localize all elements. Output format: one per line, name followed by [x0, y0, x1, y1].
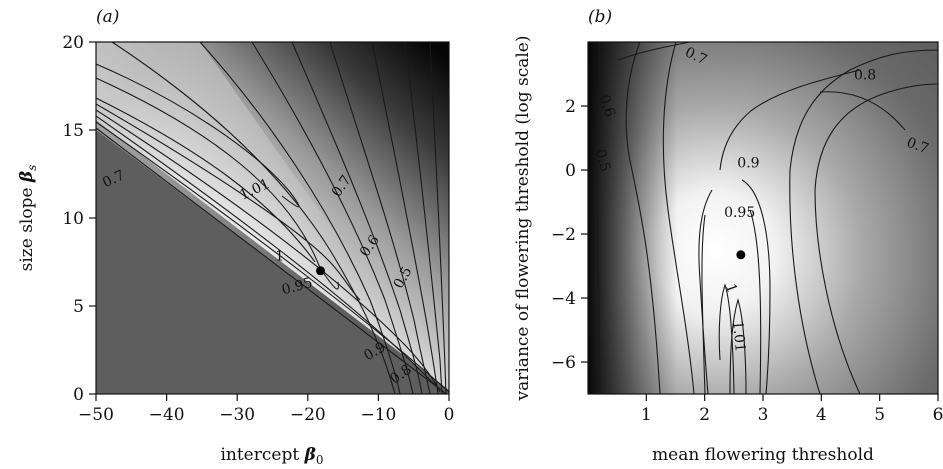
panel-b-y-axis-label: variance of flowering threshold (log sca… [513, 36, 533, 402]
panel-b-optimum-point [736, 250, 746, 260]
panel-a-y-tick-label: 0 [73, 385, 84, 405]
panel-a-contour-line [96, 115, 448, 394]
panel-a-ticks: −50 −40 −30 −20 −10 0 0 5 10 15 20 [62, 33, 454, 425]
panel-b-x-tick-label: 3 [758, 405, 769, 425]
panel-a-contour-label: 1 [275, 249, 284, 265]
panel-b-contour-line [662, 42, 695, 394]
panel-a-optimum-point [316, 266, 326, 276]
panel-a-x-tick-label: −40 [149, 405, 185, 425]
panel-b-x-tick-label: 6 [933, 405, 943, 425]
panel-a-contour-line [251, 42, 414, 394]
panel-a-y-tick-label: 20 [62, 33, 84, 53]
panel-a-x-tick-label: −10 [360, 405, 396, 425]
panel-a-label: (a) [96, 7, 119, 27]
panel-a-x-axis-label: intercept β0 [220, 445, 323, 467]
panel-b-contour-label: 0.7 [904, 135, 930, 158]
panel-b-y-tick-label: −2 [551, 225, 576, 245]
panel-b-contour-line [749, 209, 762, 394]
panel-b-contour-label: 1.01 [729, 320, 748, 352]
panel-a-contour-line [96, 127, 448, 394]
panel-a-contour-line [199, 42, 401, 394]
panel-b-label: (b) [588, 7, 612, 27]
panel-b-x-tick-label: 5 [874, 405, 885, 425]
panel-a-y-axis-label: size slope βs [17, 165, 39, 272]
panel-b-contour-line [718, 283, 735, 394]
panel-b-ticks: 1 2 3 4 5 6 −6 −4 −2 0 2 [551, 97, 943, 425]
panel-a-contour-line [329, 42, 431, 394]
panel-b-contour-line [789, 49, 938, 394]
panel-b-y-tick-label: −6 [551, 353, 576, 373]
panel-b-contour-label: 0.8 [854, 68, 876, 84]
panel-b-left-dark-shading [588, 42, 678, 394]
panel-a-contour-line [291, 42, 423, 394]
panel-a-x-tick-label: −30 [219, 405, 255, 425]
panel-b-contours [597, 42, 938, 394]
panel-a-y-axis-label-sub: s [25, 165, 39, 171]
panel-a-contour-line [96, 121, 449, 393]
panel-a-contour-line [96, 77, 339, 290]
panel-a-contour-line [371, 42, 439, 394]
panel-b-x-axis-label: mean flowering threshold [652, 445, 874, 465]
panel-b-contour-line [701, 214, 706, 394]
panel-b-contour-label: 0.6 [595, 93, 618, 119]
panel-a-contours [96, 42, 449, 394]
panel-a-y-tick-label: 10 [62, 209, 84, 229]
panel-a-x-axis-label-sub: 0 [316, 453, 324, 467]
panel-a-y-axis-label-text: size slope [17, 182, 37, 271]
panel-b-x-tick-label: 2 [699, 405, 710, 425]
panel-b-contour-line [814, 83, 938, 394]
panel-b-contour-line [719, 69, 861, 171]
panel-b-contour-line [819, 91, 906, 131]
panel-a-y-axis-label-symbol: β [17, 171, 37, 183]
panel-a-contour-line [96, 103, 361, 301]
panel-b-contour-line [741, 179, 771, 394]
panel-a-y-tick-label: 5 [73, 297, 84, 317]
panel-b-contour-line [597, 42, 601, 394]
panel-b-contour-line [625, 42, 661, 394]
panel-a-contour-line [96, 97, 316, 263]
panel-b-contour-label: 0.95 [724, 205, 755, 221]
panel-b-contour-line [617, 42, 691, 61]
panel-b-contour-label: 0.9 [737, 156, 759, 172]
panel-b-contour-line [698, 189, 713, 394]
panel-b-x-tick-label: 1 [641, 405, 652, 425]
panel-a-contour-line [429, 42, 447, 394]
panel-a-x-axis-label-symbol: β [304, 445, 316, 465]
panel-a-x-axis-label-text: intercept [220, 445, 304, 465]
panel-b-contour-label: 0.5 [592, 148, 613, 174]
panel-b-y-tick-label: 2 [565, 97, 576, 117]
panel-a-contour-line [404, 42, 443, 394]
panel-a-y-tick-label: 15 [62, 121, 84, 141]
panel-a-contour-line [111, 42, 396, 394]
panel-b-x-tick-label: 4 [816, 405, 827, 425]
panel-a-x-tick-label: −20 [290, 405, 326, 425]
panel-a-contour-label: 0.95 [280, 275, 314, 299]
panel-b-y-tick-label: 0 [565, 161, 576, 181]
panel-b: 1 2 3 4 5 6−6−4−202 0.70.80.60.50.70.90.9511.… [513, 7, 943, 465]
panel-b-y-tick-label: −4 [551, 289, 576, 309]
panel-a-x-tick-label: 0 [444, 405, 455, 425]
panel-a-x-tick-label: −50 [78, 405, 114, 425]
panel-b-contour-line [729, 298, 747, 394]
